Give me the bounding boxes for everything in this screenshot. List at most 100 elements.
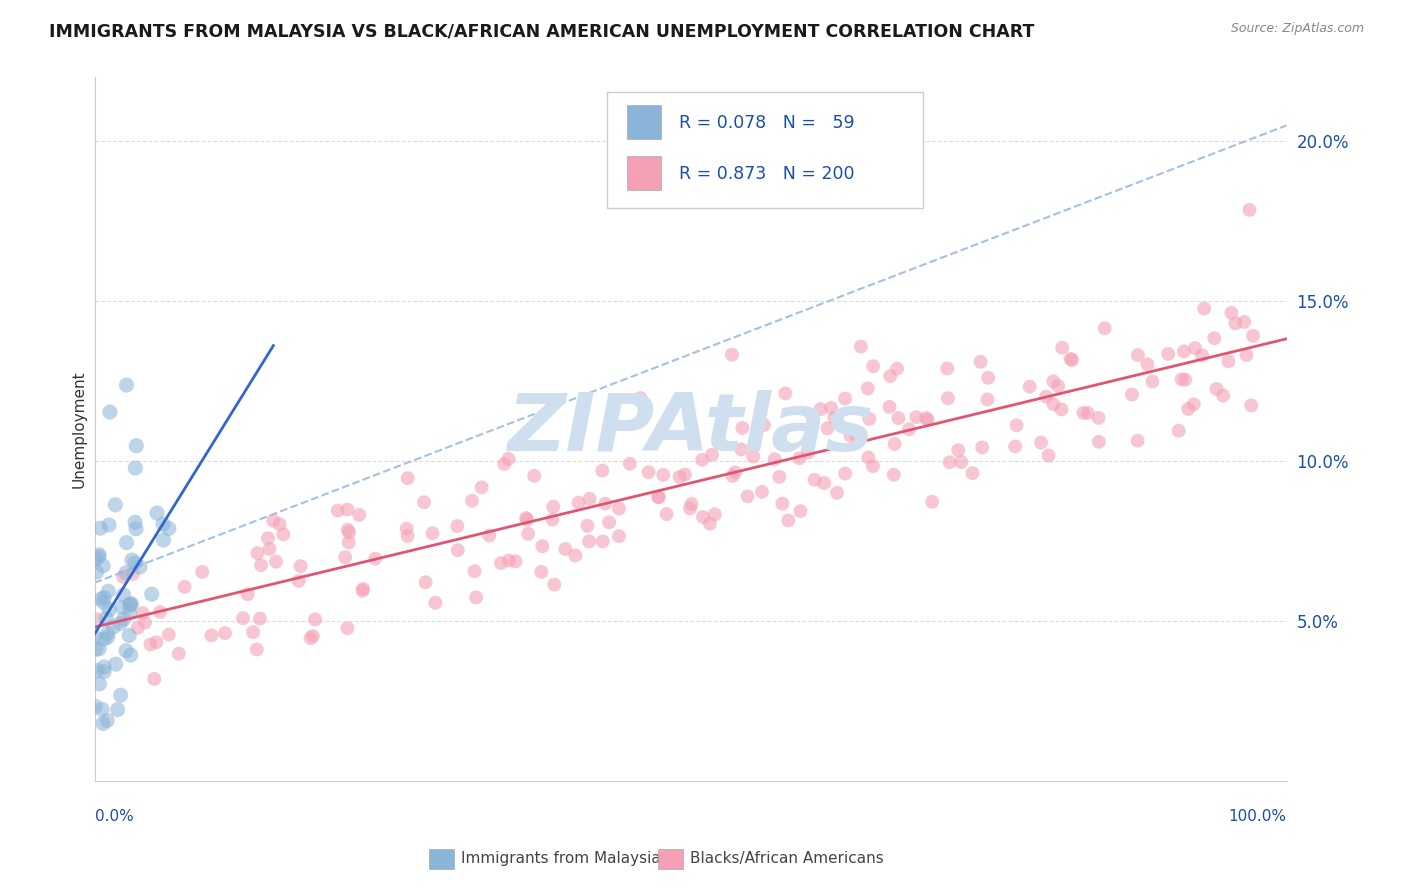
Point [721, 469, 744, 483]
Point [124, 516, 146, 530]
Point [938, 455, 960, 469]
FancyBboxPatch shape [627, 105, 661, 138]
Point [763, 452, 786, 467]
Point [515, 511, 537, 525]
Text: Source: ZipAtlas.com: Source: ZipAtlas.com [1230, 22, 1364, 36]
Point [395, 522, 418, 536]
Point [1212, 388, 1234, 402]
Point [93, 665, 115, 679]
Point [1047, 379, 1070, 393]
Point [131, 606, 153, 620]
Point [122, 566, 145, 581]
Point [246, 546, 269, 560]
Point [1088, 434, 1111, 449]
Y-axis label: Unemployment: Unemployment [72, 370, 86, 488]
Point [87, 549, 110, 564]
Point [304, 612, 326, 626]
Point [673, 467, 696, 482]
Point [921, 494, 943, 508]
Point [1126, 434, 1149, 448]
Point [232, 611, 254, 625]
Point [125, 522, 148, 536]
Point [461, 493, 484, 508]
Point [1225, 316, 1247, 330]
Point [567, 496, 589, 510]
Point [1220, 306, 1243, 320]
Point [564, 549, 586, 563]
Point [115, 566, 138, 580]
Point [134, 615, 156, 630]
Point [91, 558, 114, 573]
Point [139, 638, 162, 652]
Point [250, 558, 273, 573]
Point [936, 392, 959, 406]
Point [977, 371, 1000, 385]
Point [858, 412, 880, 426]
Point [157, 521, 180, 535]
Text: IMMIGRANTS FROM MALAYSIA VS BLACK/AFRICAN AMERICAN UNEMPLOYMENT CORRELATION CHAR: IMMIGRANTS FROM MALAYSIA VS BLACK/AFRICA… [49, 22, 1035, 40]
Point [770, 497, 793, 511]
Point [257, 531, 280, 545]
Text: R = 0.078   N =   59: R = 0.078 N = 59 [679, 114, 855, 132]
Point [1018, 379, 1040, 393]
Point [699, 516, 721, 531]
Point [856, 381, 879, 395]
Point [121, 553, 143, 567]
Point [886, 361, 908, 376]
Point [141, 587, 163, 601]
Text: Immigrants from Malaysia: Immigrants from Malaysia [461, 852, 661, 866]
Point [246, 642, 269, 657]
Point [1077, 406, 1099, 420]
Point [1177, 401, 1199, 416]
Point [905, 410, 928, 425]
Point [1205, 382, 1227, 396]
Point [969, 355, 991, 369]
Point [86, 565, 108, 579]
Point [1087, 410, 1109, 425]
Point [1126, 348, 1149, 362]
Point [478, 528, 501, 542]
Point [93, 632, 115, 646]
Point [447, 543, 470, 558]
Point [862, 359, 884, 374]
Point [115, 535, 138, 549]
Point [262, 514, 284, 528]
Point [465, 591, 488, 605]
Point [264, 555, 287, 569]
Point [839, 428, 862, 442]
Point [681, 497, 703, 511]
Point [917, 412, 939, 426]
Point [1073, 406, 1095, 420]
Point [815, 421, 838, 435]
Point [879, 400, 901, 414]
Point [1157, 347, 1180, 361]
Point [489, 556, 512, 570]
Point [97, 584, 120, 599]
Point [112, 570, 135, 584]
Point [962, 466, 984, 480]
Point [607, 529, 630, 543]
Point [347, 508, 370, 522]
Point [104, 498, 127, 512]
Point [543, 577, 565, 591]
Point [887, 411, 910, 425]
Point [249, 612, 271, 626]
Point [668, 470, 690, 484]
Point [120, 648, 142, 662]
Point [413, 495, 436, 509]
Text: ZIPAtlas: ZIPAtlas [508, 390, 873, 468]
Point [1241, 329, 1264, 343]
Point [883, 437, 905, 451]
Point [97, 630, 120, 644]
Point [167, 647, 190, 661]
Point [91, 716, 114, 731]
Text: 0.0%: 0.0% [94, 809, 134, 824]
Point [730, 442, 752, 457]
Point [724, 466, 747, 480]
Point [592, 534, 614, 549]
Point [576, 518, 599, 533]
Point [1236, 348, 1258, 362]
Point [595, 497, 617, 511]
Point [810, 402, 832, 417]
Point [86, 612, 108, 626]
